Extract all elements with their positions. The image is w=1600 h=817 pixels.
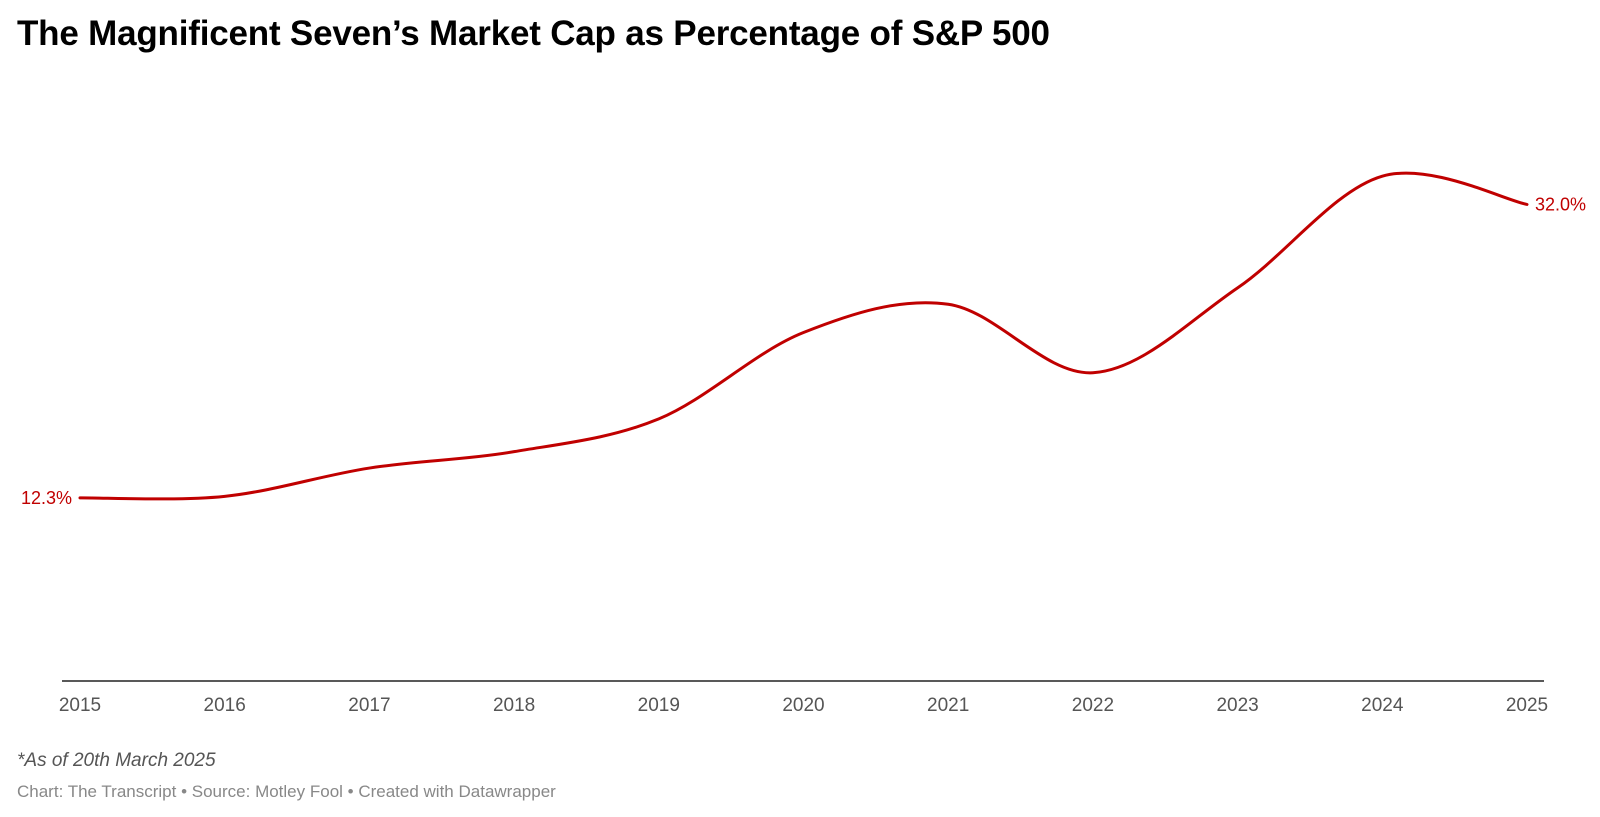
x-tick-label: 2024 bbox=[1361, 695, 1404, 716]
x-tick-label: 2017 bbox=[348, 695, 390, 716]
x-tick-label: 2019 bbox=[638, 695, 680, 716]
x-axis-tick-labels: 2015 2016 2017 2018 2019 2020 2021 2022 2023 2024… bbox=[59, 695, 1548, 716]
x-tick-label: 2025 bbox=[1506, 695, 1548, 716]
series-line bbox=[78, 171, 1529, 501]
x-tick-label: 2016 bbox=[204, 695, 246, 716]
x-tick-label: 2022 bbox=[1072, 695, 1114, 716]
x-tick-label: 2015 bbox=[59, 695, 101, 716]
x-tick-label: 2021 bbox=[927, 695, 969, 716]
x-tick-label: 2020 bbox=[782, 695, 824, 716]
chart-title: The Magnificent Seven’s Market Cap as Pe… bbox=[17, 14, 1050, 53]
footnote: *As of 20th March 2025 bbox=[17, 750, 216, 771]
data-labels: 12.3% 32.0% bbox=[21, 194, 1586, 507]
source-credits: Chart: The Transcript • Source: Motley F… bbox=[17, 782, 556, 801]
data-label: 12.3% bbox=[21, 488, 72, 508]
x-tick-label: 2023 bbox=[1216, 695, 1258, 716]
x-tick-label: 2018 bbox=[493, 695, 535, 716]
data-label: 32.0% bbox=[1535, 194, 1586, 214]
